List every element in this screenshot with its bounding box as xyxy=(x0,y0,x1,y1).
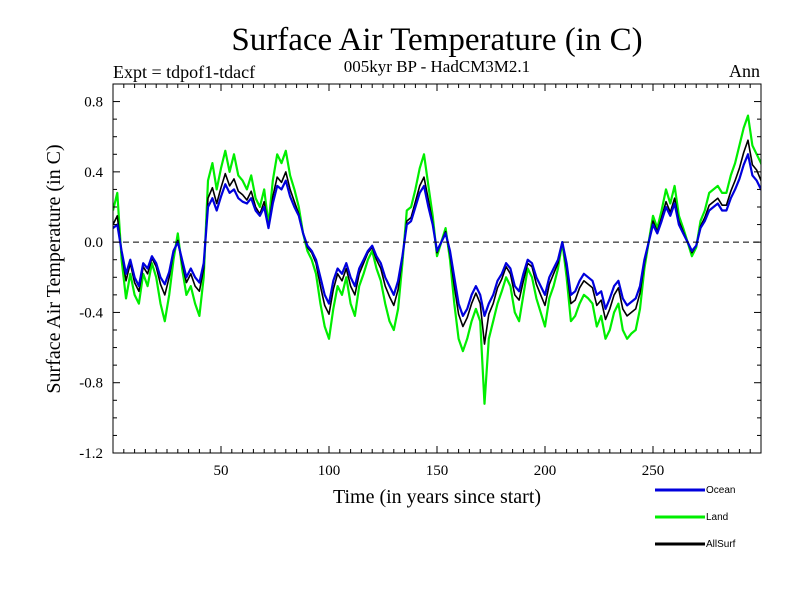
series-line-land xyxy=(113,114,761,405)
legend-label-ocean: Ocean xyxy=(706,485,735,496)
plot-frame xyxy=(112,83,762,454)
x-tick-label: 50 xyxy=(214,463,229,479)
y-tick-label: -0.8 xyxy=(79,376,103,392)
y-tick-label: -0.4 xyxy=(79,305,103,321)
y-axis-label: Surface Air Temperature (in C) xyxy=(43,144,65,393)
legend-label-land: Land xyxy=(706,512,728,523)
legend-label-allsurf: AllSurf xyxy=(706,539,736,550)
series-layer xyxy=(113,114,761,405)
series-line-allsurf xyxy=(113,139,761,345)
y-tick-label: -1.2 xyxy=(79,446,103,462)
y-tick-label: 0.0 xyxy=(84,235,103,251)
chart-subtitle: 005kyr BP - HadCM3M2.1 xyxy=(344,57,530,76)
chart-title: Surface Air Temperature (in C) xyxy=(231,22,642,58)
season-label: Ann xyxy=(729,61,760,81)
axes: 50 100 150 200 250 -1.2 -0.8 -0.4 0.0 0.4 0.8 xyxy=(79,83,761,479)
x-tick-label: 100 xyxy=(318,463,341,479)
series-line-ocean xyxy=(113,153,761,317)
y-tick-label: 0.8 xyxy=(84,95,103,111)
legend: Ocean Land AllSurf xyxy=(655,485,736,550)
x-tick-label: 250 xyxy=(642,463,665,479)
x-tick-label: 200 xyxy=(534,463,557,479)
x-tick-label: 150 xyxy=(426,463,449,479)
x-axis-label: Time (in years since start) xyxy=(333,486,541,508)
experiment-label: Expt = tdpof1-tdacf xyxy=(113,62,255,82)
y-tick-label: 0.4 xyxy=(84,165,103,181)
